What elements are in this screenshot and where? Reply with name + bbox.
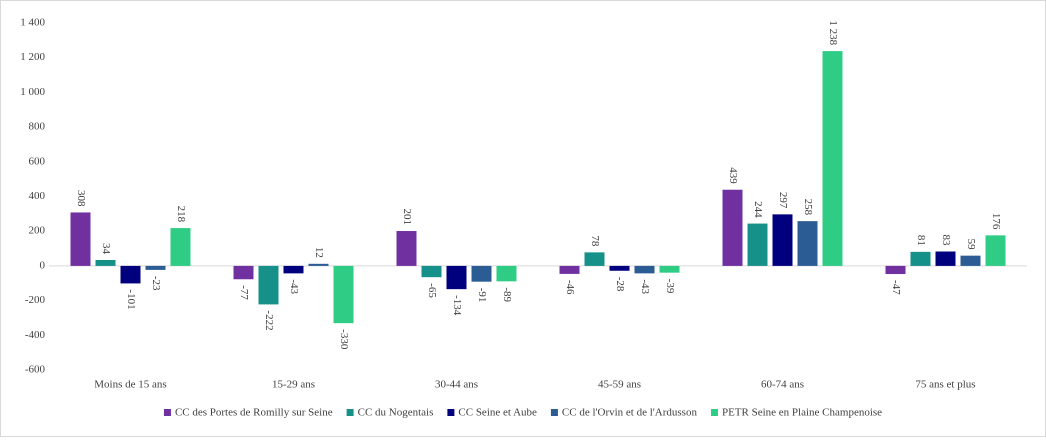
bar <box>609 265 630 271</box>
data-label: 1 238 <box>827 20 839 45</box>
data-label: 83 <box>940 234 952 246</box>
bar <box>333 265 354 324</box>
data-label: -91 <box>476 288 488 303</box>
data-label: -222 <box>263 310 275 330</box>
data-label: -23 <box>150 276 162 291</box>
legend-swatch <box>346 409 354 416</box>
bar <box>584 252 605 266</box>
bar <box>659 265 680 273</box>
y-tick-label: 1 400 <box>20 17 45 29</box>
data-label: -43 <box>639 279 651 294</box>
bar <box>822 51 843 266</box>
legend-label: CC du Nogentais <box>358 407 434 419</box>
data-label: 176 <box>990 213 1002 230</box>
data-label: -46 <box>564 280 576 295</box>
y-tick-label: -200 <box>25 294 46 306</box>
y-tick-label: 1 200 <box>20 51 45 63</box>
legend-label: CC de l'Orvin et de l'Ardusson <box>562 407 698 419</box>
bar <box>885 265 906 275</box>
bar <box>308 263 329 266</box>
bar <box>496 265 517 282</box>
bar <box>910 251 931 266</box>
x-tick-label: 60-74 ans <box>761 379 804 391</box>
data-label: 439 <box>727 167 739 184</box>
bar <box>120 265 141 284</box>
data-label: -101 <box>125 289 137 309</box>
bar <box>95 260 116 266</box>
y-tick-label: 0 <box>40 259 46 271</box>
y-tick-label: 800 <box>29 121 46 133</box>
bar <box>170 228 191 266</box>
bar <box>960 255 981 266</box>
legend-swatch <box>550 409 558 416</box>
data-label: -47 <box>890 280 902 295</box>
legend-swatch <box>447 409 455 416</box>
bar <box>772 214 793 266</box>
x-tick-label: 45-59 ans <box>598 379 641 391</box>
data-label: -330 <box>338 329 350 350</box>
data-label: -43 <box>288 279 300 294</box>
y-tick-label: 200 <box>29 225 46 237</box>
data-label: -28 <box>614 277 626 292</box>
data-label: 59 <box>965 239 977 251</box>
x-tick-label: 75 ans et plus <box>915 379 975 391</box>
bar <box>421 265 442 278</box>
bar <box>722 189 743 266</box>
bar <box>747 223 768 266</box>
y-tick-label: 1 000 <box>20 86 45 98</box>
bar <box>935 251 956 266</box>
y-tick-label: 400 <box>29 190 46 202</box>
data-label: 81 <box>915 235 927 246</box>
bar <box>797 221 818 266</box>
bar <box>559 265 580 274</box>
data-label: 12 <box>313 247 325 258</box>
legend-swatch <box>163 409 171 416</box>
data-label: 218 <box>175 206 187 223</box>
data-label: -65 <box>426 283 438 298</box>
x-tick-label: 15-29 ans <box>272 379 315 391</box>
y-tick-label: 600 <box>29 155 46 167</box>
data-label: -39 <box>664 279 676 294</box>
data-label: 244 <box>752 201 764 218</box>
bar <box>634 265 655 274</box>
bar <box>446 265 467 290</box>
data-label: -134 <box>451 295 463 316</box>
data-label: 201 <box>401 209 413 226</box>
data-label: -77 <box>238 285 250 300</box>
bar <box>70 212 91 266</box>
data-label: 258 <box>802 199 814 216</box>
data-label: 78 <box>589 235 601 247</box>
legend-label: PETR Seine en Plaine Champenoise <box>722 407 882 419</box>
bar <box>145 265 166 270</box>
bar <box>233 265 254 280</box>
y-tick-label: -400 <box>25 329 46 341</box>
bar <box>985 235 1006 266</box>
data-label: -89 <box>501 287 513 302</box>
data-label: 308 <box>75 190 87 207</box>
legend-label: CC des Portes de Romilly sur Seine <box>175 407 333 419</box>
data-label: 34 <box>100 243 112 255</box>
bar <box>471 265 492 282</box>
legend-swatch <box>710 409 718 416</box>
legend-label: CC Seine et Aube <box>458 407 537 419</box>
x-tick-label: Moins de 15 ans <box>94 379 166 391</box>
bar <box>258 265 279 305</box>
bar <box>396 231 417 266</box>
bar <box>283 265 304 274</box>
x-tick-label: 30-44 ans <box>435 379 478 391</box>
y-tick-label: -600 <box>25 364 46 376</box>
data-label: 297 <box>777 192 789 209</box>
